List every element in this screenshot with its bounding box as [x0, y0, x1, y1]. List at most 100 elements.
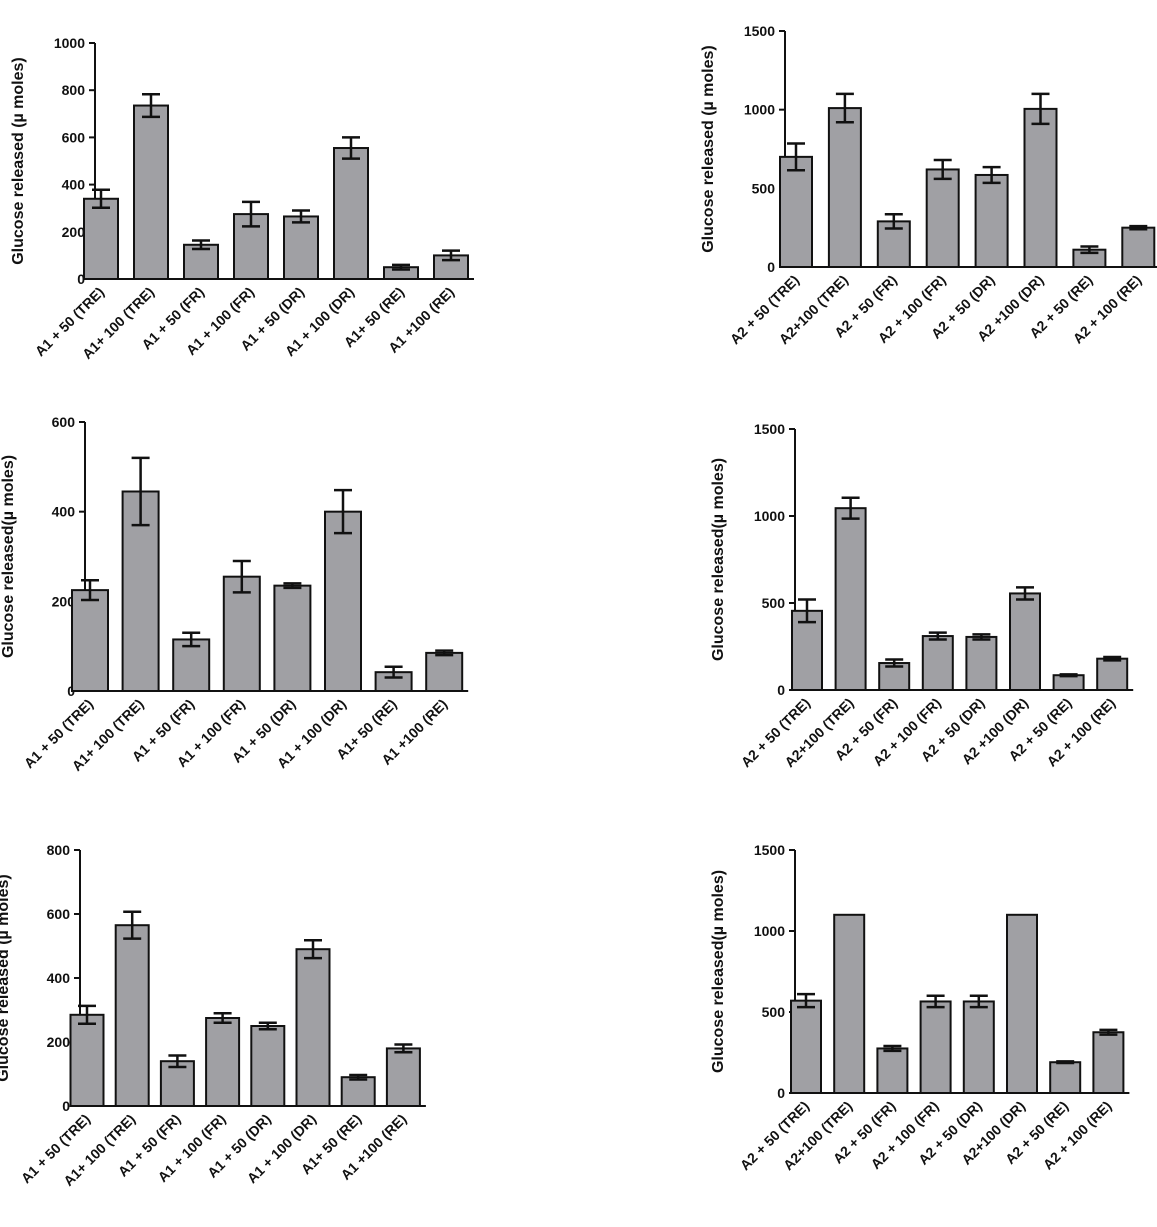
error-bar — [1056, 1060, 1075, 1065]
bar — [833, 913, 866, 1094]
bar — [71, 589, 109, 692]
bar — [385, 1047, 421, 1107]
bar — [83, 197, 119, 280]
error-bar — [1103, 655, 1122, 662]
error-bar — [92, 188, 110, 209]
y-axis-title: Glucose released (µ moles) — [700, 45, 717, 253]
error-bar — [394, 1043, 413, 1054]
bar — [1049, 1061, 1082, 1095]
bar — [779, 155, 813, 268]
bar — [1092, 1031, 1125, 1094]
error-bar — [1016, 586, 1034, 601]
error-bar — [258, 1021, 277, 1031]
bar-chart-panel-4: 0 500 1000 1500 Glucose released(µ moles) A2 … — [640, 405, 1157, 825]
error-bar — [933, 158, 952, 181]
y-tick-label: 1000 — [744, 102, 775, 118]
bar — [233, 213, 269, 281]
y-axis-title: Glucose released(µ moles) — [0, 455, 17, 658]
y-tick-label: 600 — [47, 906, 71, 922]
bar — [974, 173, 1009, 269]
bar — [827, 107, 862, 268]
error-bar — [384, 665, 403, 679]
bar — [925, 168, 960, 269]
error-bar — [304, 938, 322, 960]
y-tick-label: 800 — [62, 82, 86, 98]
error-bar — [841, 496, 860, 520]
bar — [962, 1000, 995, 1094]
error-bar — [78, 1004, 96, 1026]
y-tick-label: 1500 — [754, 421, 785, 437]
y-tick-label: 1500 — [744, 23, 775, 39]
error-bar — [1031, 92, 1050, 126]
bar-chart-panel-5: 0 200 400 600 800 Glucose released (µ moles) A… — [0, 830, 520, 1222]
bar-chart-panel-2: 0 500 1000 1500 Glucose released (µ moles) A2… — [640, 0, 1157, 400]
error-bar — [1099, 1028, 1118, 1036]
bar-chart-panel-1: 0 200 400 600 800 1000 Glucose released (µ mol… — [0, 0, 520, 400]
error-bar — [969, 994, 988, 1009]
bar — [919, 1000, 952, 1094]
bar — [1121, 226, 1156, 269]
bar — [1023, 107, 1058, 268]
bar — [172, 638, 211, 692]
bar-chart-3: 0200400600Glucose released(µ moles)A1 + … — [0, 414, 469, 774]
error-bar — [168, 1054, 187, 1069]
y-axis-title: Glucose released(µ moles) — [710, 458, 727, 661]
error-bar — [982, 165, 1001, 185]
y-axis-title: Glucose released (µ moles) — [10, 57, 27, 265]
y-tick-label: 1000 — [754, 508, 785, 524]
bar — [273, 584, 312, 692]
y-tick-label: 600 — [52, 414, 76, 430]
error-bar — [883, 1044, 902, 1053]
y-tick-label: 800 — [47, 842, 71, 858]
error-bar — [283, 582, 302, 590]
error-bar — [972, 633, 991, 641]
error-bar — [392, 263, 410, 271]
bar — [1052, 674, 1085, 691]
y-tick-label: 400 — [47, 970, 71, 986]
error-bar — [926, 994, 945, 1009]
bar — [205, 1017, 241, 1107]
error-bar — [81, 579, 99, 602]
bar — [876, 1047, 909, 1094]
error-bar — [123, 910, 142, 940]
error-bar — [885, 658, 904, 668]
y-axis-title: Glucose released(µ moles) — [710, 870, 727, 1073]
bar — [340, 1076, 376, 1107]
y-axis-title: Glucose released (µ moles) — [0, 874, 12, 1082]
error-bar — [1059, 673, 1078, 678]
y-tick-label: 200 — [62, 224, 86, 240]
y-tick-label: 0 — [777, 682, 785, 698]
y-tick-label: 400 — [62, 177, 86, 193]
y-tick-label: 500 — [762, 1004, 786, 1020]
error-bar — [131, 456, 150, 527]
error-bar — [1129, 224, 1148, 231]
y-tick-label: 1500 — [754, 842, 785, 858]
bar-chart-panel-6: 0 500 1000 1500 Glucose released(µ moles) A2 … — [640, 830, 1157, 1222]
y-tick-label: 200 — [47, 1034, 71, 1050]
y-tick-label: 500 — [752, 180, 776, 196]
bar-chart-1: 0 200 400 600 800 1000 Glucose released (µ mol… — [10, 35, 474, 362]
y-tick-label: 1000 — [754, 923, 785, 939]
bar — [250, 1025, 286, 1107]
bar — [283, 215, 319, 281]
error-bar — [142, 92, 160, 119]
bar — [921, 635, 954, 691]
y-tick-label: 0 — [767, 259, 775, 275]
error-bar — [884, 213, 903, 230]
error-bar — [213, 1011, 232, 1025]
error-bar — [787, 142, 805, 172]
error-bar — [1080, 245, 1099, 255]
bar — [965, 635, 998, 691]
bar — [1006, 913, 1038, 1094]
bar — [834, 507, 867, 691]
bar — [295, 948, 331, 1107]
y-tick-label: 1000 — [54, 35, 85, 51]
bar — [69, 1013, 105, 1107]
y-tick-label: 0 — [77, 271, 85, 287]
error-bar — [442, 249, 460, 262]
error-bar — [798, 598, 816, 624]
